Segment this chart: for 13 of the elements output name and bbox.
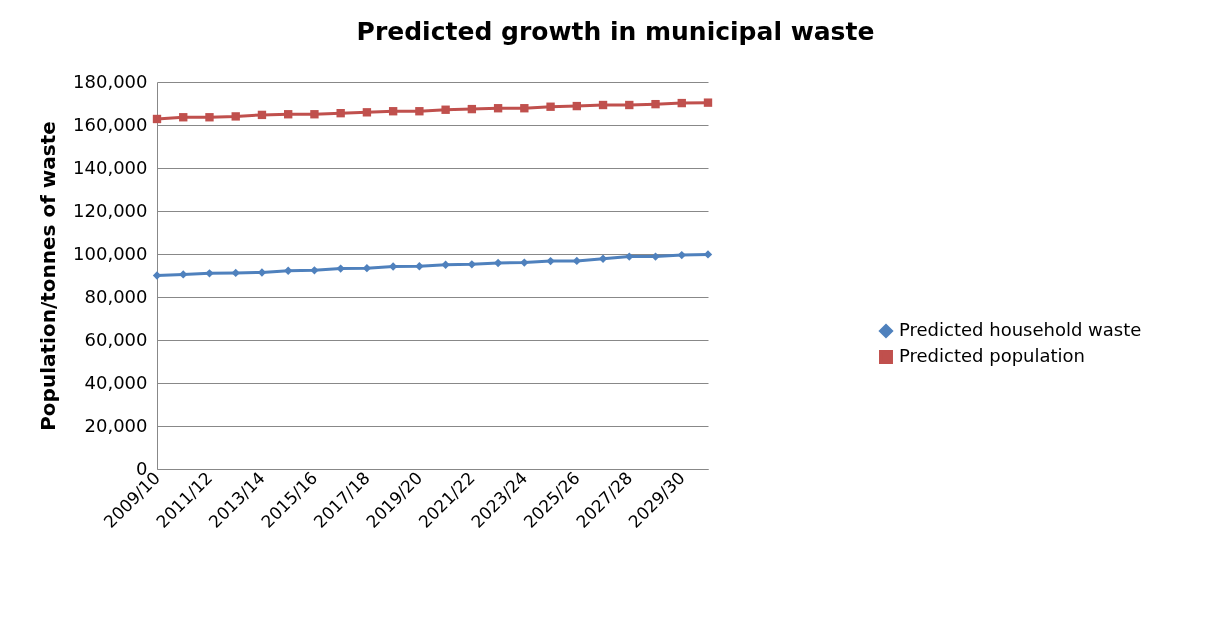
legend-label: Predicted population	[899, 345, 1086, 366]
y-tick-label: 60,000	[84, 328, 148, 350]
y-tick-label: 40,000	[84, 371, 148, 393]
y-tick-label: 120,000	[73, 199, 148, 221]
y-tick-label: 140,000	[73, 156, 148, 178]
y-tick-label: 100,000	[73, 242, 148, 264]
y-tick-label: 20,000	[84, 414, 148, 436]
legend-label: Predicted household waste	[899, 319, 1142, 340]
y-tick-label: 180,000	[73, 70, 148, 92]
y-tick-label: 160,000	[73, 113, 148, 135]
y-tick-label: 80,000	[84, 285, 148, 307]
y-axis-title: Population/tonnes of waste	[36, 121, 61, 431]
chart-title: Predicted growth in municipal waste	[356, 17, 875, 46]
